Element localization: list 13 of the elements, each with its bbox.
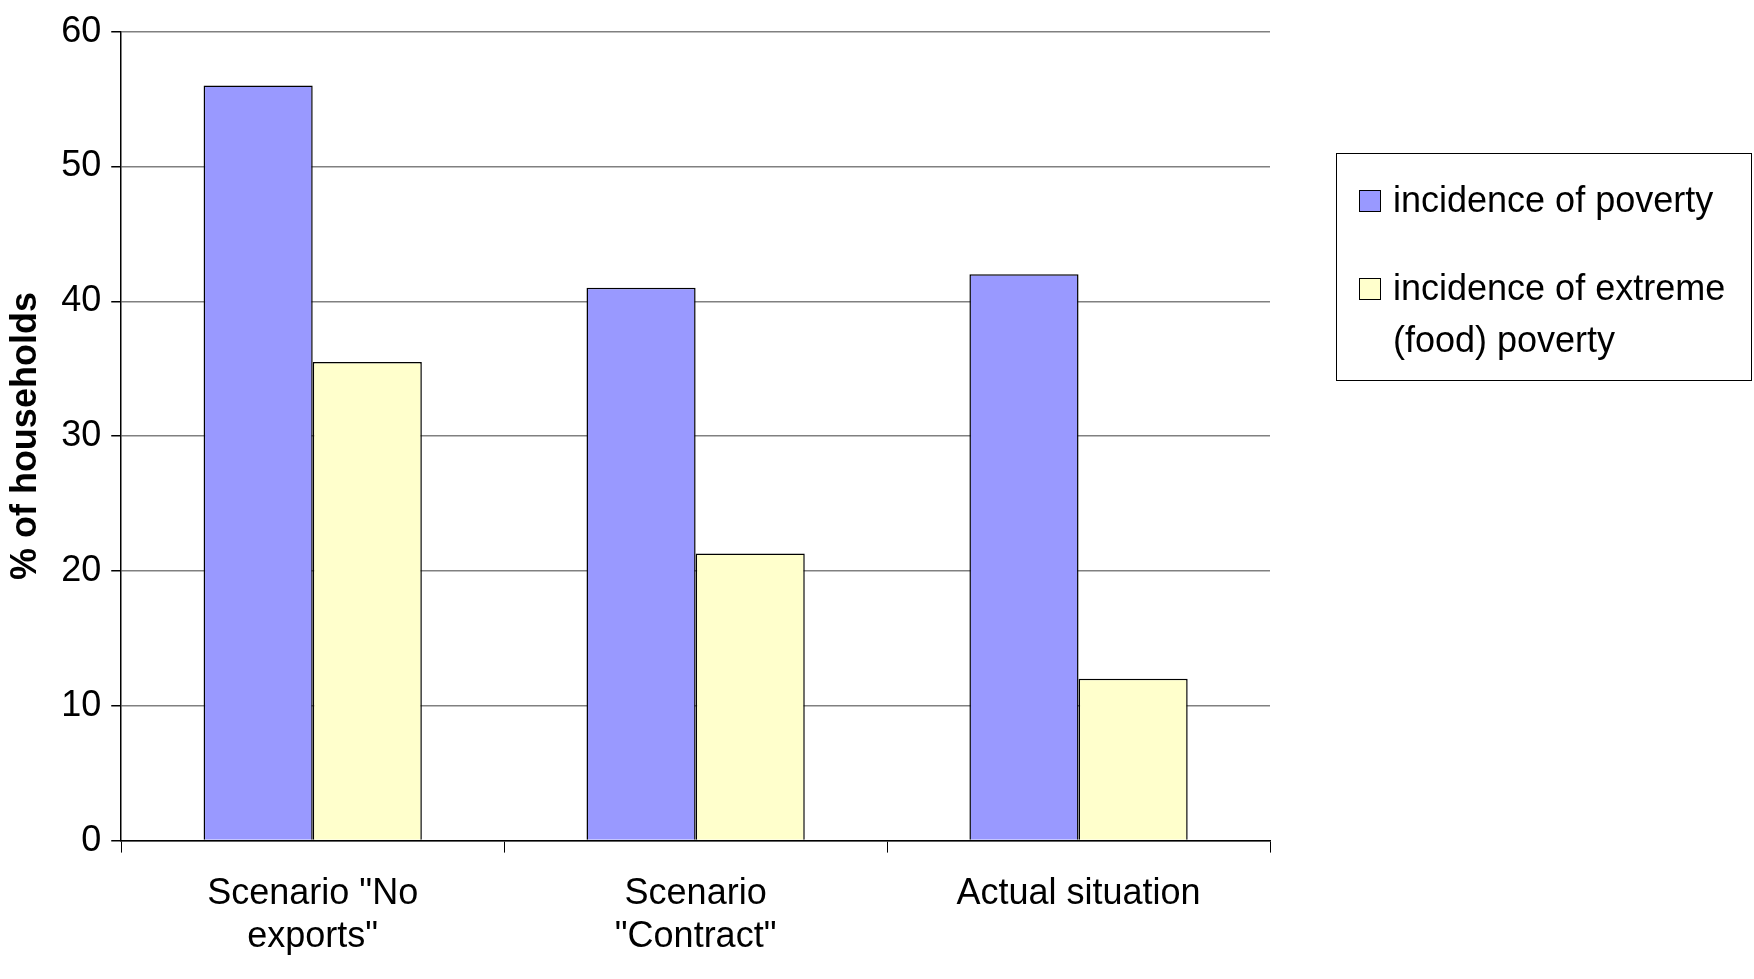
y-axis-title: % of households	[2, 292, 44, 581]
y-tick-label: 0	[81, 817, 102, 859]
y-tick-label: 30	[61, 413, 102, 455]
legend-label: incidence of poverty	[1393, 178, 1714, 222]
y-tick-label: 50	[61, 143, 102, 185]
x-tick-label: Actual situation	[956, 871, 1201, 913]
y-tick-label: 20	[61, 547, 102, 589]
x-tick-label: Scenario "No exports"	[207, 871, 419, 956]
legend-label: incidence of extreme (food) poverty	[1393, 266, 1727, 362]
x-tick-label: Scenario "Contract"	[614, 871, 777, 956]
y-tick-label: 10	[61, 682, 102, 724]
y-tick-label: 40	[61, 278, 102, 320]
y-tick-label: 60	[61, 8, 102, 50]
